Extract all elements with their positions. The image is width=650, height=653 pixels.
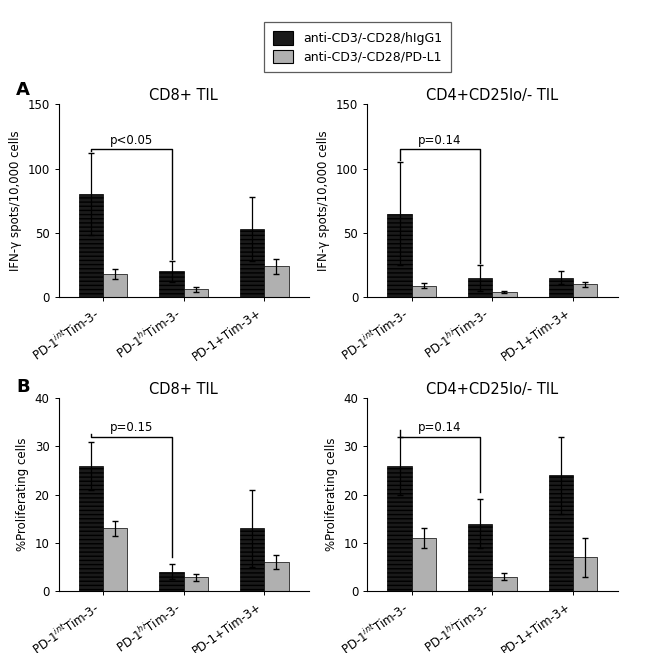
Y-axis label: %Proliferating cells: %Proliferating cells xyxy=(16,438,29,551)
Bar xyxy=(549,278,573,297)
Bar xyxy=(265,562,289,591)
Bar xyxy=(240,229,265,297)
Bar xyxy=(493,292,517,297)
Bar xyxy=(79,466,103,591)
Bar xyxy=(240,528,265,591)
Bar xyxy=(411,538,436,591)
Bar xyxy=(468,278,493,297)
Bar xyxy=(387,214,411,297)
Bar xyxy=(265,266,289,297)
Y-axis label: IFN-γ spots/10,000 cells: IFN-γ spots/10,000 cells xyxy=(317,131,330,271)
Text: B: B xyxy=(16,378,30,396)
Bar xyxy=(103,528,127,591)
Title: CD4+CD25lo/- TIL: CD4+CD25lo/- TIL xyxy=(426,382,558,397)
Bar xyxy=(411,285,436,297)
Y-axis label: IFN-γ spots/10,000 cells: IFN-γ spots/10,000 cells xyxy=(8,131,21,271)
Bar xyxy=(159,272,183,297)
Title: CD8+ TIL: CD8+ TIL xyxy=(150,88,218,103)
Bar xyxy=(573,284,597,297)
Text: p=0.14: p=0.14 xyxy=(418,421,461,434)
Bar xyxy=(183,577,208,591)
Bar xyxy=(79,195,103,297)
Title: CD8+ TIL: CD8+ TIL xyxy=(150,382,218,397)
Legend: anti-CD3/-CD28/hIgG1, anti-CD3/-CD28/PD-L1: anti-CD3/-CD28/hIgG1, anti-CD3/-CD28/PD-… xyxy=(264,22,451,72)
Bar xyxy=(159,572,183,591)
Title: CD4+CD25lo/- TIL: CD4+CD25lo/- TIL xyxy=(426,88,558,103)
Bar xyxy=(103,274,127,297)
Text: A: A xyxy=(16,81,30,99)
Y-axis label: %Proliferating cells: %Proliferating cells xyxy=(325,438,338,551)
Text: p=0.14: p=0.14 xyxy=(418,134,461,146)
Text: p=0.15: p=0.15 xyxy=(109,421,153,434)
Bar xyxy=(573,557,597,591)
Bar xyxy=(387,466,411,591)
Bar xyxy=(468,524,493,591)
Bar xyxy=(183,289,208,297)
Bar xyxy=(549,475,573,591)
Text: p<0.05: p<0.05 xyxy=(110,134,153,146)
Bar xyxy=(493,577,517,591)
